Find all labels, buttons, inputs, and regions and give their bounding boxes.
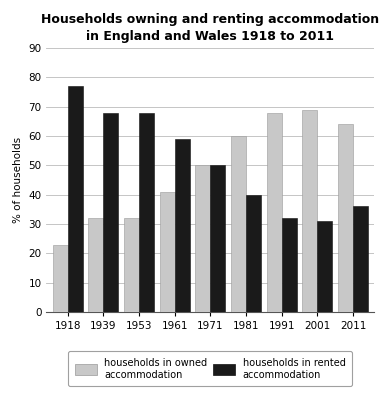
- Bar: [210, 165, 225, 312]
- Bar: [353, 206, 368, 312]
- Bar: [267, 112, 282, 312]
- Bar: [302, 110, 317, 312]
- Bar: [53, 244, 68, 312]
- Y-axis label: % of households: % of households: [13, 137, 23, 223]
- Bar: [175, 139, 190, 312]
- Bar: [317, 221, 332, 312]
- Legend: households in owned
accommodation, households in rented
accommodation: households in owned accommodation, house…: [68, 351, 352, 386]
- Bar: [103, 112, 119, 312]
- Bar: [282, 218, 297, 312]
- Bar: [68, 86, 83, 312]
- Bar: [160, 192, 175, 312]
- Bar: [246, 195, 261, 312]
- Bar: [231, 136, 246, 312]
- Bar: [195, 165, 210, 312]
- Bar: [88, 218, 103, 312]
- Bar: [338, 124, 353, 312]
- Bar: [139, 112, 154, 312]
- Bar: [124, 218, 139, 312]
- Title: Households owning and renting accommodation
in England and Wales 1918 to 2011: Households owning and renting accommodat…: [41, 13, 379, 43]
